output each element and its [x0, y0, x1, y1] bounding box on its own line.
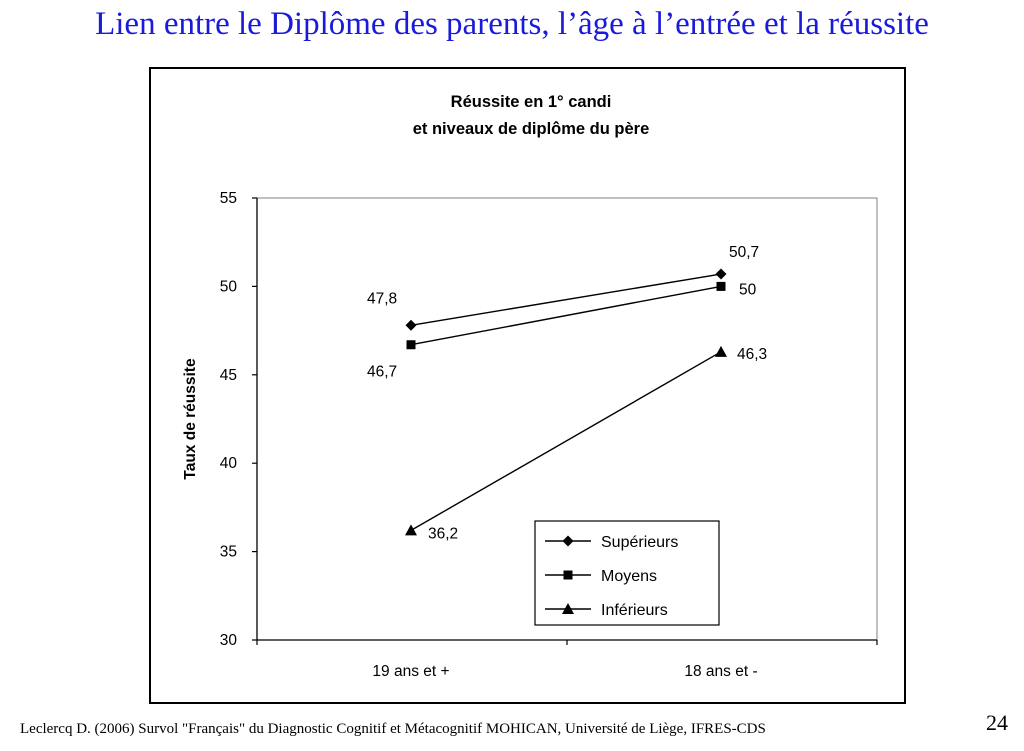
- y-tick-label: 40: [220, 455, 238, 472]
- data-label: 46,7: [367, 364, 397, 381]
- data-label: 47,8: [367, 290, 397, 307]
- y-tick-label: 55: [220, 190, 237, 207]
- data-label: 50,7: [729, 244, 759, 261]
- data-point-inférieurs: [405, 524, 417, 536]
- line-chart: Réussite en 1° candi et niveaux de diplô…: [182, 93, 878, 680]
- y-tick-label: 50: [220, 278, 238, 295]
- data-point-supérieurs: [405, 319, 417, 331]
- data-point-moyens: [716, 281, 726, 291]
- slide-number: 24: [986, 710, 1008, 735]
- y-tick-label: 35: [220, 544, 237, 561]
- legend-marker: [563, 570, 573, 580]
- data-label: 46,3: [737, 346, 767, 363]
- chart-frame: Réussite en 1° candi et niveaux de diplô…: [149, 67, 906, 704]
- chart-title-line-1: Réussite en 1° candi: [451, 93, 612, 111]
- legend: Supérieurs Moyens Inférieurs: [534, 520, 720, 626]
- legend-label: Moyens: [601, 568, 657, 585]
- data-label: 36,2: [428, 525, 458, 542]
- series-line-supérieurs: [410, 273, 722, 326]
- data-point-supérieurs: [715, 268, 727, 280]
- chart-title-line-2: et niveaux de diplôme du père: [413, 120, 650, 138]
- legend-marker: [562, 535, 574, 547]
- y-tick-label: 45: [220, 367, 237, 384]
- series-line-moyens: [410, 285, 722, 346]
- data-point-moyens: [406, 340, 416, 350]
- y-tick-label: 30: [220, 632, 238, 649]
- legend-label: Inférieurs: [601, 602, 668, 619]
- series-line-inférieurs: [410, 351, 722, 531]
- y-axis-label: Taux de réussite: [182, 358, 199, 480]
- data-label: 50: [739, 281, 757, 298]
- footer-citation: Leclercq D. (2006) Survol "Français" du …: [20, 721, 766, 737]
- data-point-inférieurs: [715, 345, 727, 357]
- legend-marker: [562, 603, 574, 614]
- slide-title: Lien entre le Diplôme des parents, l’âge…: [95, 6, 929, 42]
- x-tick-label: 18 ans et -: [684, 663, 757, 680]
- x-tick-label: 19 ans et +: [372, 663, 449, 680]
- legend-label: Supérieurs: [601, 534, 678, 551]
